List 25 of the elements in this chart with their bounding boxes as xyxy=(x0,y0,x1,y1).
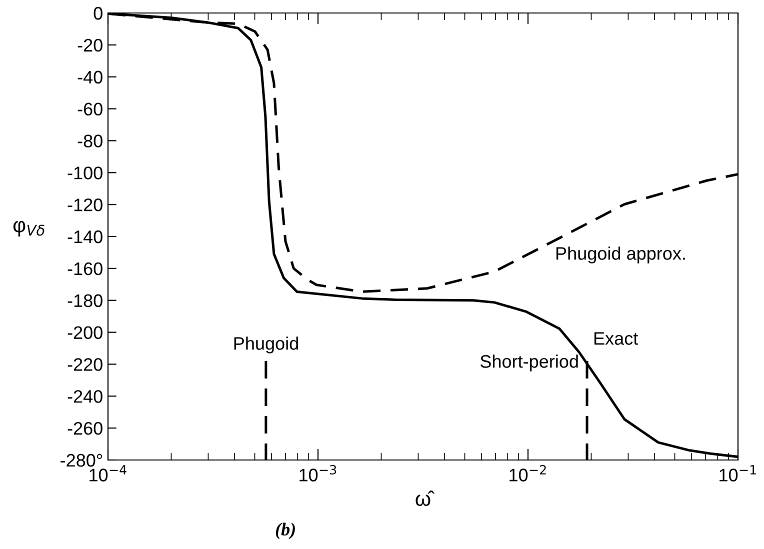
y-tick-label: -200 xyxy=(68,326,102,340)
y-tick-label: -140 xyxy=(68,230,102,244)
annotation: Exact xyxy=(594,332,638,345)
annotation: Phugoid approx. xyxy=(556,246,685,264)
x-tick-label: 10$^{−2}$ xyxy=(510,464,546,482)
y-tick-label: -120 xyxy=(68,198,102,212)
annotation: Short-period xyxy=(480,354,578,372)
y-tick-label: -220 xyxy=(68,358,102,371)
y-tick-label: -280° xyxy=(60,454,102,467)
y-tick-label: -260 xyxy=(68,422,102,435)
y-tick-label: -100 xyxy=(68,166,102,180)
y-tick-label: -180 xyxy=(68,294,102,308)
y-tick-label: -160 xyxy=(68,262,102,276)
y-tick-label: -20 xyxy=(78,38,102,52)
y-tick-label: 0 xyxy=(94,6,102,20)
text: (b) xyxy=(276,522,295,540)
y-tick-label: -40 xyxy=(78,70,102,84)
y-tick-label: -240 xyxy=(68,390,102,403)
annotation: Phugoid xyxy=(234,336,298,354)
x-axis-title: ω̂ xyxy=(416,490,434,506)
x-tick-label: 10$^{−3}$ xyxy=(300,464,336,482)
y-tick-label: -80 xyxy=(78,134,102,148)
x-tick-label: 10$^{−1}$ xyxy=(720,465,756,482)
y-tick-label: -60 xyxy=(78,102,102,116)
y-axis-title: φ$_{Vδ}$ xyxy=(13,220,44,236)
